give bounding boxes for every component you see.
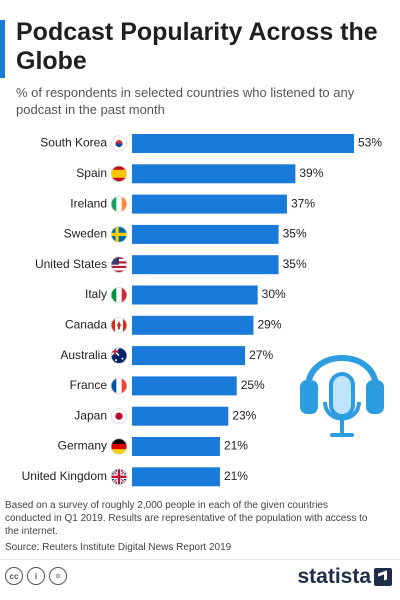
category-label: Spain	[76, 166, 107, 180]
south-korea-flag-icon	[111, 135, 128, 152]
bar-sweden	[132, 224, 279, 244]
bar-ireland	[132, 194, 287, 214]
italy-flag-icon	[111, 287, 128, 304]
category-label: United States	[35, 257, 107, 271]
bar-italy	[132, 285, 258, 305]
bar-australia	[132, 346, 246, 366]
ireland-flag-icon	[111, 196, 128, 213]
value-label: 27%	[249, 348, 273, 362]
united-kingdom-flag-icon	[111, 468, 128, 485]
value-label: 35%	[283, 227, 307, 241]
category-label: Australia	[60, 348, 107, 362]
value-label: 37%	[291, 196, 315, 210]
category-label: South Korea	[40, 136, 107, 150]
license-icons: cc i =	[5, 567, 67, 585]
footer-divider	[0, 559, 400, 560]
brand-name: statista	[297, 565, 371, 588]
bar-united-states	[132, 255, 279, 275]
creative-commons-icon[interactable]: cc	[5, 567, 23, 585]
category-label: Italy	[85, 287, 107, 301]
value-label: 21%	[224, 469, 248, 483]
attribution-icon[interactable]: i	[27, 567, 45, 585]
category-label: France	[70, 378, 108, 392]
value-label: 29%	[257, 317, 281, 331]
no-derivatives-icon[interactable]: =	[49, 567, 67, 585]
france-flag-icon	[111, 377, 128, 394]
chart-subtitle: % of respondents in selected countries w…	[16, 85, 355, 117]
united-states-flag-icon	[111, 256, 128, 273]
bar-germany	[132, 437, 220, 456]
bar-canada	[132, 315, 254, 335]
statista-mark-icon	[374, 568, 392, 586]
category-label: Canada	[65, 317, 107, 331]
value-label: 25%	[241, 378, 265, 392]
spain-flag-icon	[111, 165, 128, 182]
value-label: 53%	[358, 136, 382, 150]
value-label: 23%	[232, 408, 256, 422]
bar-japan	[132, 406, 229, 426]
category-label: Germany	[58, 439, 107, 453]
canada-flag-icon	[111, 317, 128, 334]
value-label: 30%	[262, 287, 286, 301]
bar-chart: South Korea 53% Spain 39% Ireland 37% Sweden 35…	[22, 134, 382, 487]
japan-flag-icon	[111, 408, 128, 425]
category-label: Japan	[74, 408, 107, 422]
value-label: 21%	[224, 439, 248, 453]
source-note: Source: Reuters Institute Digital News R…	[5, 542, 232, 553]
category-label: Ireland	[70, 196, 107, 210]
bar-united-kingdom	[132, 467, 220, 487]
footnote: Based on a survey of roughly 2,000 peopl…	[5, 500, 368, 537]
category-label: United Kingdom	[22, 469, 107, 483]
germany-flag-icon	[111, 438, 128, 455]
chart-title: Podcast Popularity Across the Globe	[16, 18, 378, 75]
sweden-flag-icon	[111, 226, 128, 243]
statista-logo[interactable]: statista	[297, 565, 392, 589]
headphones-microphone-icon	[300, 355, 384, 437]
australia-flag-icon	[111, 347, 128, 364]
accent-bar	[0, 20, 5, 78]
category-label: Sweden	[64, 227, 107, 241]
bar-spain	[132, 164, 296, 184]
value-label: 35%	[283, 257, 307, 271]
bar-france	[132, 376, 237, 396]
value-label: 39%	[299, 166, 323, 180]
bar-south-korea	[132, 134, 354, 153]
